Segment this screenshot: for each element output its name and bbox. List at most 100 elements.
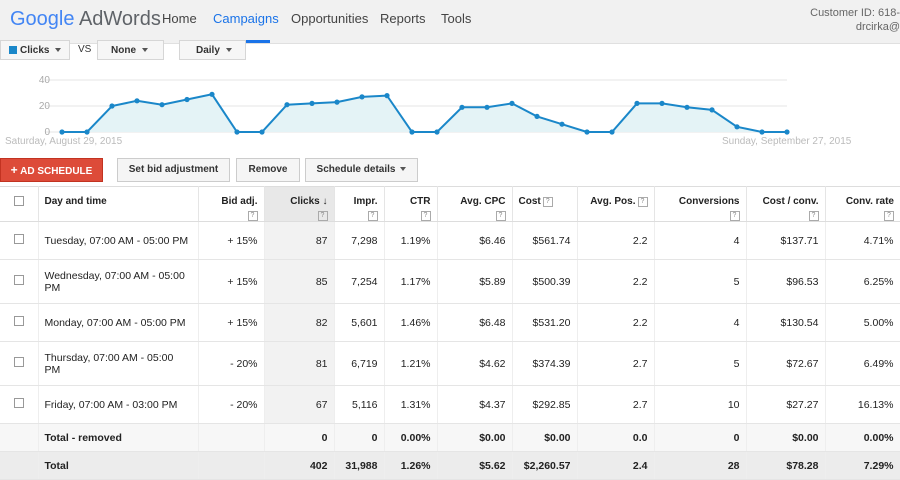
row-select-cell — [0, 303, 39, 342]
day-time-cell: Thursday, 07:00 AM - 05:00 PM — [38, 341, 199, 386]
help-icon[interactable]: ? — [317, 211, 328, 221]
col-conversions[interactable]: Conversions? — [654, 186, 747, 222]
row-select-cell — [0, 341, 39, 386]
cost-cell: $531.20 — [512, 303, 578, 342]
col-cost-per-conv[interactable]: Cost / conv.? — [746, 186, 826, 222]
bid-adj-cell[interactable]: - 20% — [198, 385, 265, 424]
col-ctr[interactable]: CTR? — [384, 186, 438, 222]
metric1-color-swatch — [9, 46, 17, 54]
table-row[interactable]: Friday, 07:00 AM - 03:00 PM - 20% 67 5,1… — [0, 385, 900, 424]
col-cost[interactable]: Cost? — [512, 186, 578, 222]
col-impr[interactable]: Impr.? — [334, 186, 385, 222]
help-icon[interactable]: ? — [884, 211, 894, 221]
ctr-cell: 1.31% — [384, 385, 438, 424]
col-conv-rate[interactable]: Conv. rate? — [825, 186, 900, 222]
avg-cpc-cell: $0.00 — [437, 423, 513, 452]
cost-cell: $2,260.57 — [512, 451, 578, 480]
col-clicks[interactable]: Clicks ↓? — [264, 186, 335, 222]
help-icon[interactable]: ? — [637, 197, 648, 207]
plus-icon: + — [10, 163, 18, 177]
data-point — [609, 129, 615, 135]
select-all-checkbox[interactable] — [13, 196, 24, 206]
schedule-details-dropdown[interactable]: Schedule details — [305, 158, 418, 182]
account-info[interactable]: Customer ID: 618- drcirka@ — [810, 6, 900, 34]
conversions-cell: 4 — [654, 303, 747, 342]
avg-cpc-cell: $6.48 — [437, 303, 513, 342]
bid-adj-cell[interactable]: + 15% — [198, 259, 265, 304]
select-all-cell — [0, 186, 39, 222]
bid-adj-cell[interactable]: + 15% — [198, 303, 265, 342]
col-clicks-label: Clicks — [290, 196, 320, 207]
set-bid-adjustment-button[interactable]: Set bid adjustment — [117, 158, 230, 182]
adwords-logo[interactable]: Google AdWords — [10, 8, 161, 31]
row-checkbox[interactable] — [13, 275, 24, 285]
col-day-and-time-label: Day and time — [44, 196, 107, 207]
data-point — [584, 129, 590, 135]
help-icon[interactable]: ? — [495, 211, 506, 221]
add-ad-schedule-button[interactable]: + AD SCHEDULE — [0, 158, 103, 182]
table-header-row: Day and time Bid adj.? Clicks ↓? Impr.? … — [0, 186, 900, 222]
total-label: Total — [38, 451, 199, 480]
table-row[interactable]: Thursday, 07:00 AM - 05:00 PM - 20% 81 6… — [0, 341, 900, 386]
metric1-dropdown[interactable]: Clicks — [0, 40, 70, 60]
series-line — [62, 93, 787, 133]
period-dropdown[interactable]: Daily — [179, 40, 246, 60]
user-email: drcirka@ — [855, 21, 900, 33]
avg-pos-cell: 2.7 — [577, 385, 655, 424]
nav-tools[interactable]: Tools — [441, 11, 472, 26]
data-point — [284, 102, 290, 108]
nav-campaigns[interactable]: Campaigns — [213, 11, 279, 26]
avg-pos-cell: 2.2 — [577, 303, 655, 342]
help-icon[interactable]: ? — [420, 211, 431, 221]
metric2-label: None — [111, 45, 136, 56]
table-row[interactable]: Monday, 07:00 AM - 05:00 PM + 15% 82 5,6… — [0, 303, 900, 342]
col-bid-adj[interactable]: Bid adj.? — [198, 186, 265, 222]
avg-pos-cell: 2.7 — [577, 341, 655, 386]
cost-cell: $0.00 — [512, 423, 578, 452]
help-icon[interactable]: ? — [542, 197, 553, 207]
total-removed-label: Total - removed — [38, 423, 199, 452]
help-icon[interactable]: ? — [729, 211, 740, 221]
row-checkbox[interactable] — [13, 357, 24, 367]
impr-cell: 0 — [334, 423, 385, 452]
nav-opportunities[interactable]: Opportunities — [291, 11, 369, 26]
col-day-and-time[interactable]: Day and time — [38, 186, 199, 222]
help-icon[interactable]: ? — [808, 211, 819, 221]
row-checkbox[interactable] — [13, 316, 24, 326]
y-tick-label: 0 — [44, 127, 50, 138]
clicks-chart: 0 20 40 — [39, 75, 790, 138]
table-row[interactable]: Wednesday, 07:00 AM - 05:00 PM + 15% 85 … — [0, 259, 900, 304]
help-icon[interactable]: ? — [247, 211, 258, 221]
data-point — [709, 107, 715, 113]
chevron-down-icon — [55, 48, 62, 53]
top-bar: Google AdWords Home Campaigns Opportunit… — [0, 0, 900, 44]
data-point — [134, 98, 140, 104]
data-point — [109, 103, 115, 109]
remove-button[interactable]: Remove — [236, 158, 300, 182]
row-checkbox[interactable] — [13, 398, 24, 408]
nav-reports[interactable]: Reports — [380, 11, 426, 26]
bid-adj-cell[interactable]: - 20% — [198, 341, 265, 386]
nav-home[interactable]: Home — [162, 11, 197, 26]
data-point — [209, 91, 215, 97]
row-checkbox[interactable] — [13, 234, 24, 244]
col-avg-pos[interactable]: Avg. Pos.? — [577, 186, 655, 222]
data-point — [659, 100, 665, 106]
metric2-dropdown[interactable]: None — [97, 40, 164, 60]
bid-adj-cell[interactable]: + 15% — [198, 221, 265, 260]
cost-cell: $561.74 — [512, 221, 578, 260]
table-row[interactable]: Tuesday, 07:00 AM - 05:00 PM + 15% 87 7,… — [0, 221, 900, 260]
col-avg-cpc[interactable]: Avg. CPC? — [437, 186, 513, 222]
day-time-cell: Tuesday, 07:00 AM - 05:00 PM — [38, 221, 199, 260]
avg-cpc-cell: $5.89 — [437, 259, 513, 304]
ctr-cell: 0.00% — [384, 423, 438, 452]
y-tick-label: 20 — [39, 101, 51, 112]
help-icon[interactable]: ? — [367, 211, 378, 221]
ctr-cell: 1.19% — [384, 221, 438, 260]
cost-per-conv-cell: $27.27 — [746, 385, 826, 424]
logo-google-text: Google — [10, 8, 75, 30]
ctr-cell: 1.21% — [384, 341, 438, 386]
chart-start-date: Saturday, August 29, 2015 — [5, 136, 123, 147]
data-point — [784, 129, 790, 135]
conversions-cell: 0 — [654, 423, 747, 452]
